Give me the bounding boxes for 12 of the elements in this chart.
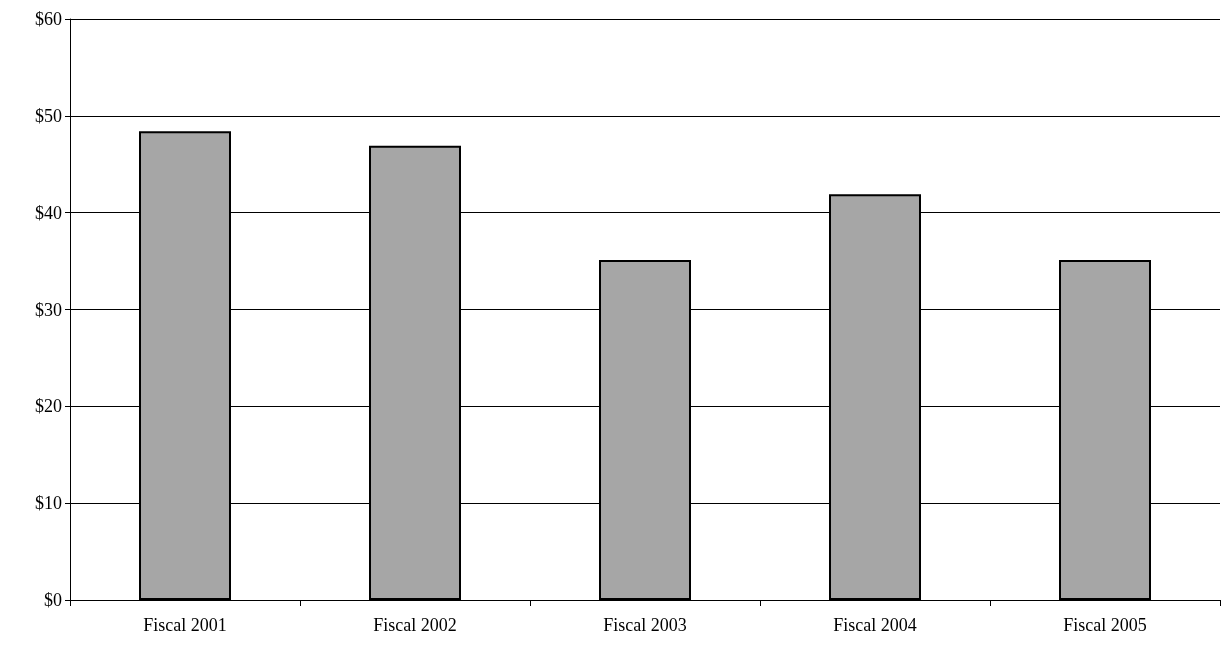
- x-tick-label: Fiscal 2004: [833, 615, 917, 635]
- y-tick-label: $60: [35, 9, 62, 29]
- x-tick-label: Fiscal 2003: [603, 615, 687, 635]
- x-tick-label: Fiscal 2005: [1063, 615, 1147, 635]
- x-tick-label: Fiscal 2002: [373, 615, 457, 635]
- y-tick-label: $40: [35, 202, 62, 223]
- y-tick-label: $10: [35, 493, 62, 514]
- y-tick-label: $30: [35, 299, 62, 320]
- y-tick-label: $0: [44, 590, 62, 610]
- y-tick-label: $20: [35, 396, 62, 417]
- x-tick-label: Fiscal 2001: [143, 615, 227, 635]
- y-tick-label: $50: [35, 105, 62, 126]
